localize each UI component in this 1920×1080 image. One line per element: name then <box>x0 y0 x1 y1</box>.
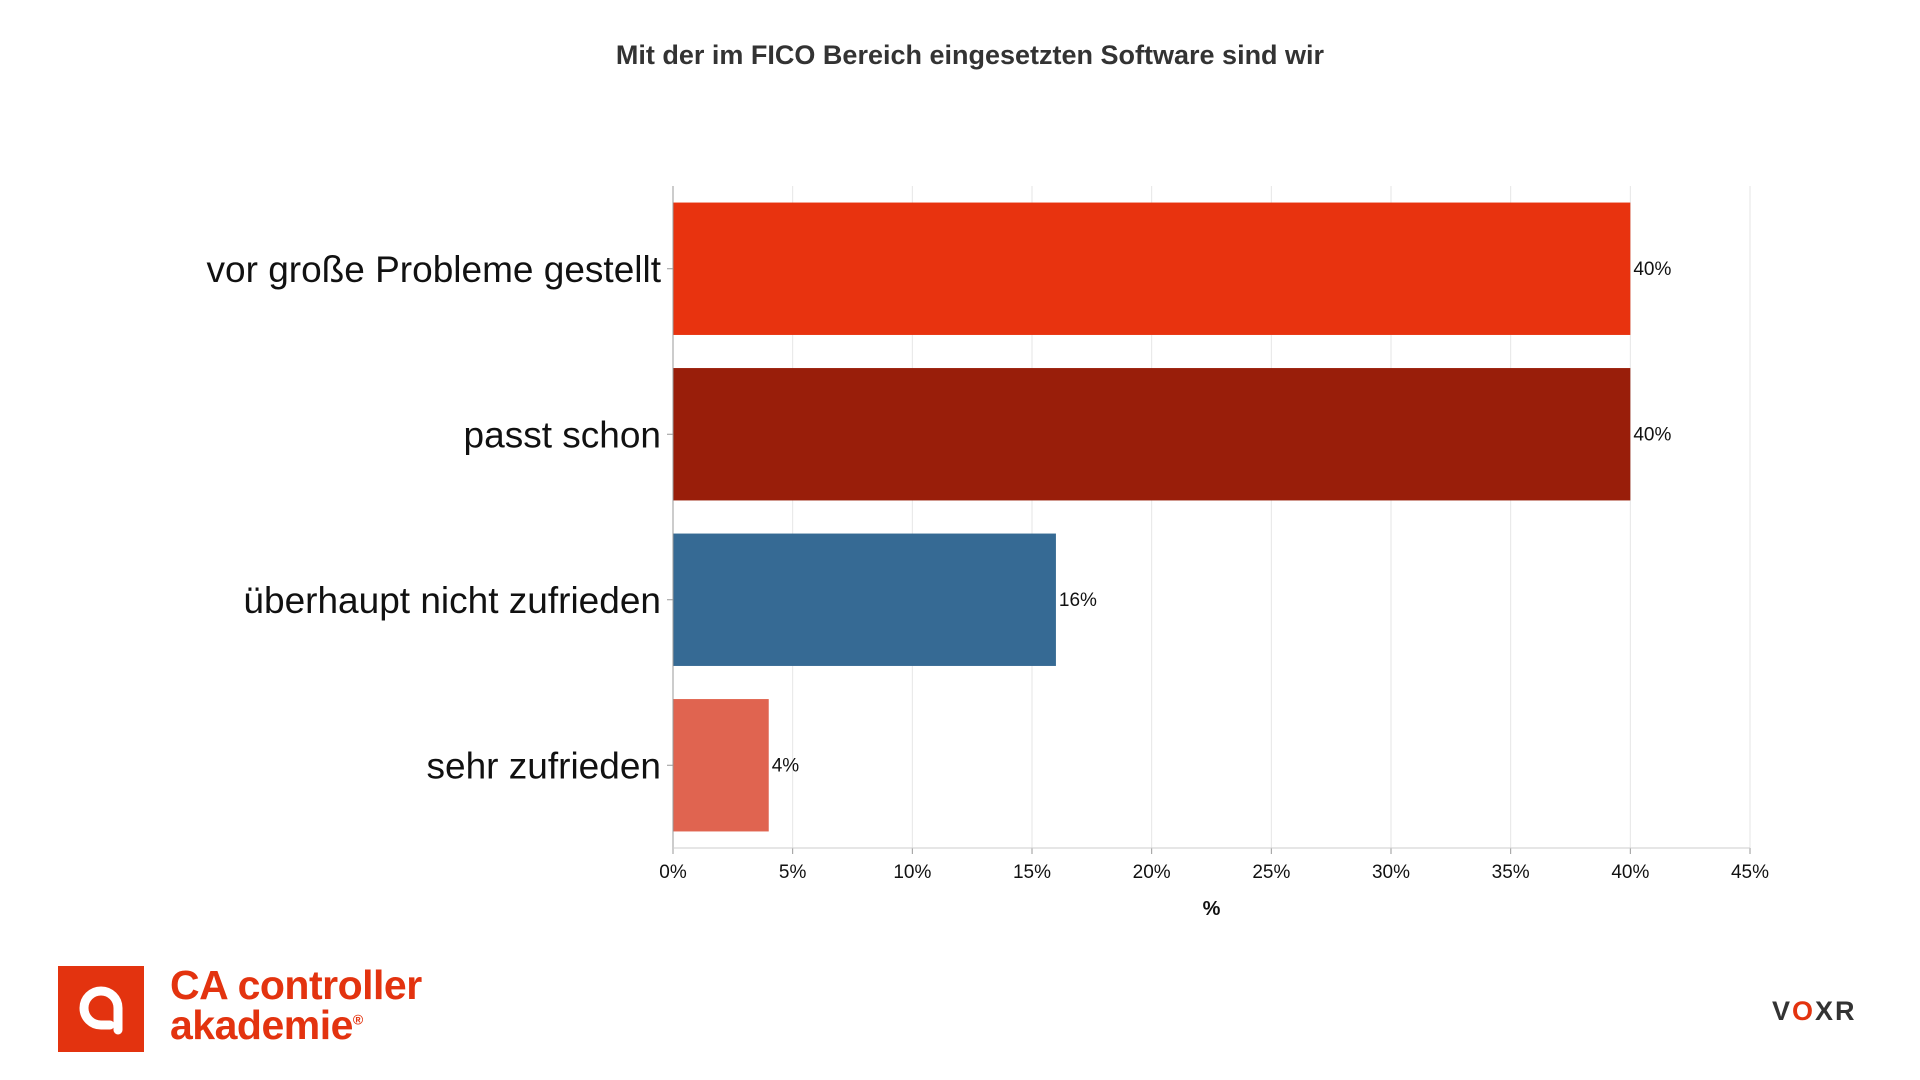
x-tick-label: 25% <box>1252 862 1290 883</box>
x-tick-label: 15% <box>1013 862 1051 883</box>
x-tick-label: 5% <box>779 862 807 883</box>
category-label: überhaupt nicht zufrieden <box>243 580 661 621</box>
x-tick-label: 45% <box>1731 862 1769 883</box>
data-label: 16% <box>1059 590 1097 611</box>
x-tick-label: 35% <box>1492 862 1530 883</box>
bar <box>673 368 1631 501</box>
bar <box>673 533 1056 666</box>
voxr-letter-v: V <box>1772 996 1793 1026</box>
ca-logo-mark <box>58 966 144 1052</box>
voxr-letter-o: O <box>1792 996 1816 1026</box>
chart-title: Mit der im FICO Bereich eingesetzten Sof… <box>615 40 1325 70</box>
x-tick-label: 20% <box>1133 862 1171 883</box>
ca-logo-line2: akademie® <box>170 1002 363 1049</box>
bar <box>673 699 769 832</box>
data-label: 40% <box>1633 424 1671 445</box>
x-tick-label: 10% <box>893 862 931 883</box>
bars <box>673 202 1631 832</box>
x-tick-label: 0% <box>659 862 687 883</box>
x-tick-label: 30% <box>1372 862 1410 883</box>
bar <box>673 202 1631 335</box>
category-label: passt schon <box>464 414 661 455</box>
category-label: sehr zufrieden <box>427 745 661 786</box>
category-label: vor große Probleme gestellt <box>207 249 662 290</box>
voxr-logo: VOXR <box>1772 996 1857 1027</box>
labels: 0% 5% 10% 15% 20% 25% 30% 35% 40% 45% vor große Pr… <box>207 249 1770 883</box>
registered-mark: ® <box>352 1011 363 1028</box>
ca-logo-line1: CA controller <box>170 962 422 1008</box>
voxr-letters-xr: XR <box>1815 996 1857 1026</box>
data-label: 40% <box>1633 259 1671 280</box>
data-label: 4% <box>772 755 800 776</box>
axes <box>667 186 1751 854</box>
x-tick-label: 40% <box>1611 862 1649 883</box>
ca-logo-line2-text: akademie <box>170 1002 353 1048</box>
x-axis-title: % <box>1203 898 1221 920</box>
